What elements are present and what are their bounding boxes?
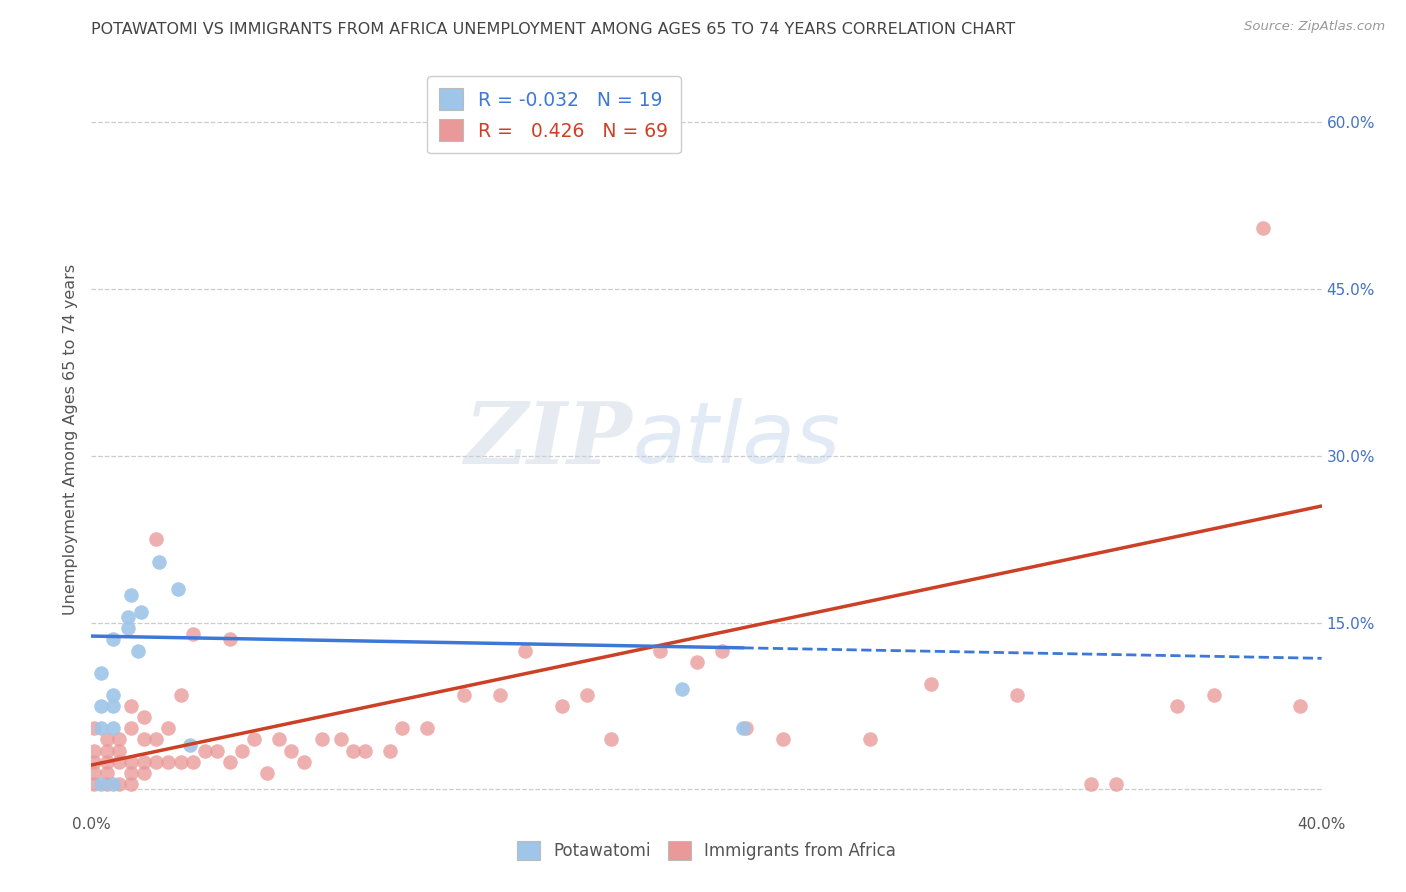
Point xyxy=(415,722,437,736)
Point xyxy=(120,777,142,791)
Point xyxy=(101,688,124,702)
Point xyxy=(292,755,315,769)
Point xyxy=(127,643,149,657)
Point xyxy=(169,688,191,702)
Point xyxy=(145,755,167,769)
Point xyxy=(489,688,512,702)
Point xyxy=(1005,688,1028,702)
Text: atlas: atlas xyxy=(633,398,841,481)
Point xyxy=(96,732,118,747)
Point xyxy=(132,710,155,724)
Point xyxy=(120,588,142,602)
Point xyxy=(148,555,170,569)
Point xyxy=(231,743,253,757)
Legend: Potawatomi, Immigrants from Africa: Potawatomi, Immigrants from Africa xyxy=(510,835,903,867)
Point xyxy=(329,732,352,747)
Point xyxy=(90,777,112,791)
Point xyxy=(181,627,204,641)
Point xyxy=(83,765,105,780)
Point xyxy=(108,743,131,757)
Point xyxy=(101,699,124,714)
Point xyxy=(117,610,139,624)
Point xyxy=(650,643,672,657)
Point xyxy=(181,755,204,769)
Point xyxy=(90,699,112,714)
Point xyxy=(391,722,413,736)
Point xyxy=(90,722,112,736)
Point xyxy=(83,755,105,769)
Point xyxy=(243,732,266,747)
Point xyxy=(378,743,401,757)
Point xyxy=(132,732,155,747)
Point xyxy=(858,732,880,747)
Point xyxy=(83,777,105,791)
Point xyxy=(280,743,302,757)
Point xyxy=(342,743,364,757)
Point xyxy=(120,722,142,736)
Point xyxy=(101,632,124,647)
Point xyxy=(83,743,105,757)
Point xyxy=(129,605,152,619)
Point xyxy=(218,755,240,769)
Point xyxy=(551,699,574,714)
Point xyxy=(120,765,142,780)
Point xyxy=(311,732,333,747)
Point xyxy=(132,755,155,769)
Point xyxy=(120,699,142,714)
Point xyxy=(96,743,118,757)
Point xyxy=(101,722,124,736)
Point xyxy=(354,743,377,757)
Point xyxy=(267,732,290,747)
Point xyxy=(194,743,217,757)
Point xyxy=(96,777,118,791)
Point xyxy=(108,755,131,769)
Point xyxy=(686,655,709,669)
Point xyxy=(145,732,167,747)
Point xyxy=(166,582,188,597)
Point xyxy=(83,722,105,736)
Point xyxy=(1251,221,1274,235)
Y-axis label: Unemployment Among Ages 65 to 74 years: Unemployment Among Ages 65 to 74 years xyxy=(63,264,79,615)
Text: Source: ZipAtlas.com: Source: ZipAtlas.com xyxy=(1244,20,1385,33)
Point xyxy=(96,755,118,769)
Point xyxy=(108,777,131,791)
Point xyxy=(1202,688,1225,702)
Point xyxy=(920,677,942,691)
Point xyxy=(179,738,201,752)
Point xyxy=(117,621,139,635)
Point xyxy=(108,732,131,747)
Text: POTAWATOMI VS IMMIGRANTS FROM AFRICA UNEMPLOYMENT AMONG AGES 65 TO 74 YEARS CORR: POTAWATOMI VS IMMIGRANTS FROM AFRICA UNE… xyxy=(91,22,1015,37)
Point xyxy=(453,688,475,702)
Point xyxy=(600,732,623,747)
Point xyxy=(256,765,278,780)
Point xyxy=(207,743,229,757)
Point xyxy=(120,755,142,769)
Point xyxy=(733,722,755,736)
Point xyxy=(1080,777,1102,791)
Point xyxy=(169,755,191,769)
Point xyxy=(132,765,155,780)
Point xyxy=(96,765,118,780)
Point xyxy=(90,665,112,680)
Point xyxy=(772,732,794,747)
Point xyxy=(218,632,240,647)
Point xyxy=(157,722,180,736)
Point xyxy=(145,533,167,547)
Point xyxy=(101,777,124,791)
Point xyxy=(513,643,536,657)
Point xyxy=(671,682,693,697)
Point xyxy=(1104,777,1126,791)
Point xyxy=(1166,699,1188,714)
Point xyxy=(1289,699,1312,714)
Point xyxy=(575,688,598,702)
Text: ZIP: ZIP xyxy=(465,398,633,481)
Point xyxy=(735,722,758,736)
Point xyxy=(157,755,180,769)
Point xyxy=(710,643,733,657)
